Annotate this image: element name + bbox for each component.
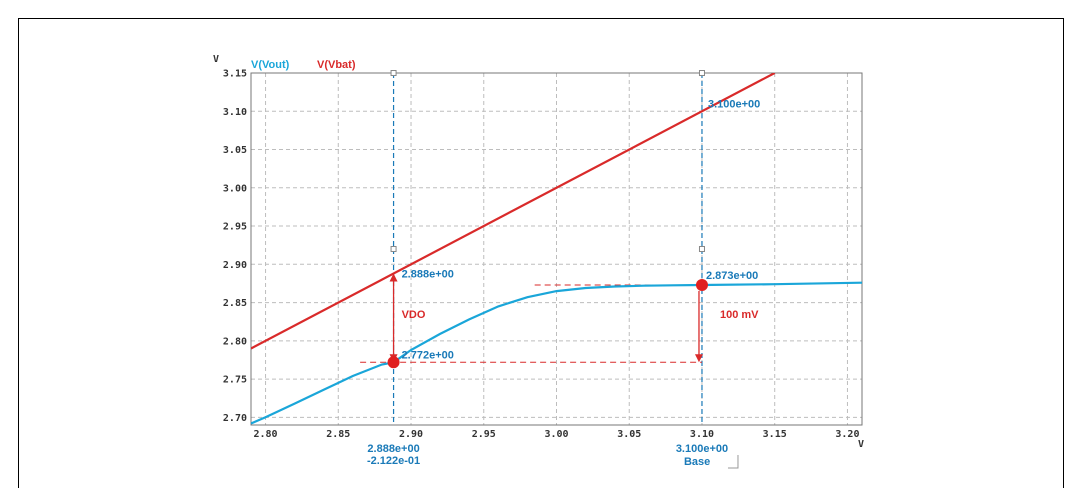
y-tick-label: 2.70 xyxy=(223,413,247,424)
legend-entry-vbat: V(Vbat) xyxy=(317,59,356,71)
vdo-label: VDO xyxy=(402,309,426,321)
legend: V(Vout) V(Vbat) xyxy=(251,59,356,71)
x-tick-label: 3.05 xyxy=(617,429,641,440)
y-tick-label: 2.85 xyxy=(223,298,247,309)
marker-point-1 xyxy=(388,356,400,368)
drop-100mv-label: 100 mV xyxy=(720,309,759,321)
legend-entry-vout: V(Vout) xyxy=(251,59,290,71)
cursor1-delta-readout: -2.122e-01 xyxy=(367,455,420,467)
cursor1-x-readout: 2.888e+00 xyxy=(367,443,419,455)
x-tick-label: 2.85 xyxy=(326,429,350,440)
x-tick-label: 2.90 xyxy=(399,429,423,440)
y-tick-label: 3.15 xyxy=(223,69,247,80)
grid xyxy=(251,73,862,425)
y-tick-label: 2.95 xyxy=(223,222,247,233)
cursor-handle xyxy=(391,71,396,76)
y-tick-label: 3.05 xyxy=(223,145,247,156)
vbat-value-cursor2: 3.100e+00 xyxy=(708,98,760,110)
x-tick-label: 2.95 xyxy=(472,429,496,440)
x-tick-label: 3.00 xyxy=(544,429,568,440)
y-tick-label: 2.75 xyxy=(223,375,247,386)
y-tick-label: 2.80 xyxy=(223,336,247,347)
y-unit-label: V xyxy=(213,54,219,65)
cursor2-x-readout: 3.100e+00 xyxy=(676,443,728,455)
x-tick-label: 2.80 xyxy=(254,429,278,440)
y-tick-label: 3.10 xyxy=(223,107,247,118)
x-tick-label: 3.15 xyxy=(763,429,787,440)
x-tick-label: 3.20 xyxy=(835,429,859,440)
base-readout-bracket xyxy=(728,455,738,468)
series-line-vbat xyxy=(251,73,775,349)
cursors xyxy=(391,71,704,426)
vout-value-cursor2: 2.873e+00 xyxy=(706,270,758,282)
y-tick-label: 2.90 xyxy=(223,260,247,271)
vout-value-cursor1: 2.772e+00 xyxy=(402,349,454,361)
cursor-handle xyxy=(391,247,396,252)
x-tick-label: 3.10 xyxy=(690,429,714,440)
vbat-value-cursor1: 2.888e+00 xyxy=(402,268,454,280)
y-tick-labels: 2.70 2.75 2.80 2.85 2.90 2.95 3.00 3.05 3.10 3.15 xyxy=(223,69,247,424)
x-tick-labels: 2.80 2.85 2.90 2.95 3.00 3.05 3.10 3.15 3.20 xyxy=(254,429,860,440)
x-unit-label: V xyxy=(858,439,864,450)
cursor2-base-readout: Base xyxy=(684,456,710,468)
y-tick-label: 3.00 xyxy=(223,183,247,194)
cursor-handle xyxy=(699,71,704,76)
cursor-handle xyxy=(699,247,704,252)
